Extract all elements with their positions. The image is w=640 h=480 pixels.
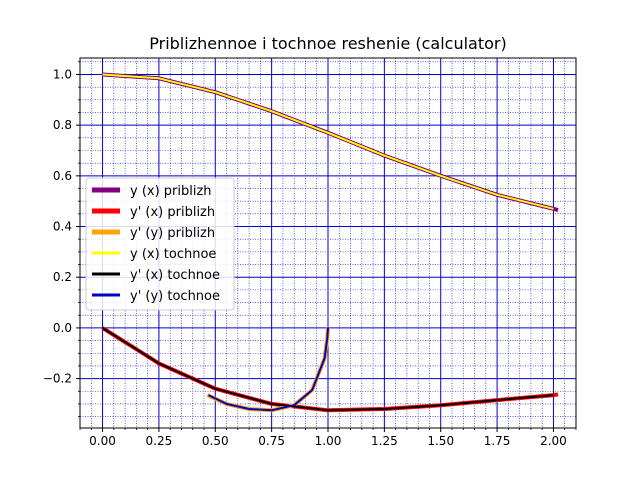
legend-label: y' (y) priblizh <box>130 226 215 241</box>
series-line-5 <box>101 327 554 412</box>
axis-ticks: 0.00 0.25 0.50 0.75 1.00 1.25 1.50 1.75 2.00 −0.2… <box>43 61 577 448</box>
x-tick-label: 1.25 <box>371 434 398 448</box>
y-tick-label: −0.2 <box>43 372 72 386</box>
y-tick-label: 0.4 <box>53 220 72 234</box>
series-line-6 <box>208 327 329 412</box>
x-tick-label: 1.50 <box>427 434 454 448</box>
y-tick-label: 1.0 <box>53 67 72 81</box>
legend-label: y' (y) tochnoe <box>130 289 220 304</box>
x-tick-label: 0.00 <box>89 434 116 448</box>
legend-box <box>85 177 235 311</box>
series-line-4 <box>102 73 554 210</box>
x-tick-label: 2.00 <box>540 434 567 448</box>
chart-title: Priblizhennoe i tochnoe reshenie (calcul… <box>149 34 506 53</box>
legend-label: y (x) priblizh <box>130 184 212 199</box>
y-tick-label: 0.6 <box>53 169 72 183</box>
y-tick-label: 0.2 <box>53 270 72 284</box>
plot-lines <box>101 72 559 413</box>
x-tick-label: 0.25 <box>146 434 173 448</box>
legend-label: y (x) tochnoe <box>130 247 216 262</box>
legend-label: y' (x) priblizh <box>130 205 215 220</box>
x-tick-label: 1.75 <box>484 434 511 448</box>
y-tick-label: 0.0 <box>53 321 72 335</box>
x-tick-label: 0.50 <box>202 434 229 448</box>
y-tick-label: 0.8 <box>53 118 72 132</box>
x-tick-label: 1.00 <box>315 434 342 448</box>
legend: y (x) priblizh y' (x) priblizh y' (y) prib… <box>85 177 235 311</box>
x-tick-label: 0.75 <box>258 434 285 448</box>
legend-label: y' (x) tochnoe <box>130 268 220 283</box>
